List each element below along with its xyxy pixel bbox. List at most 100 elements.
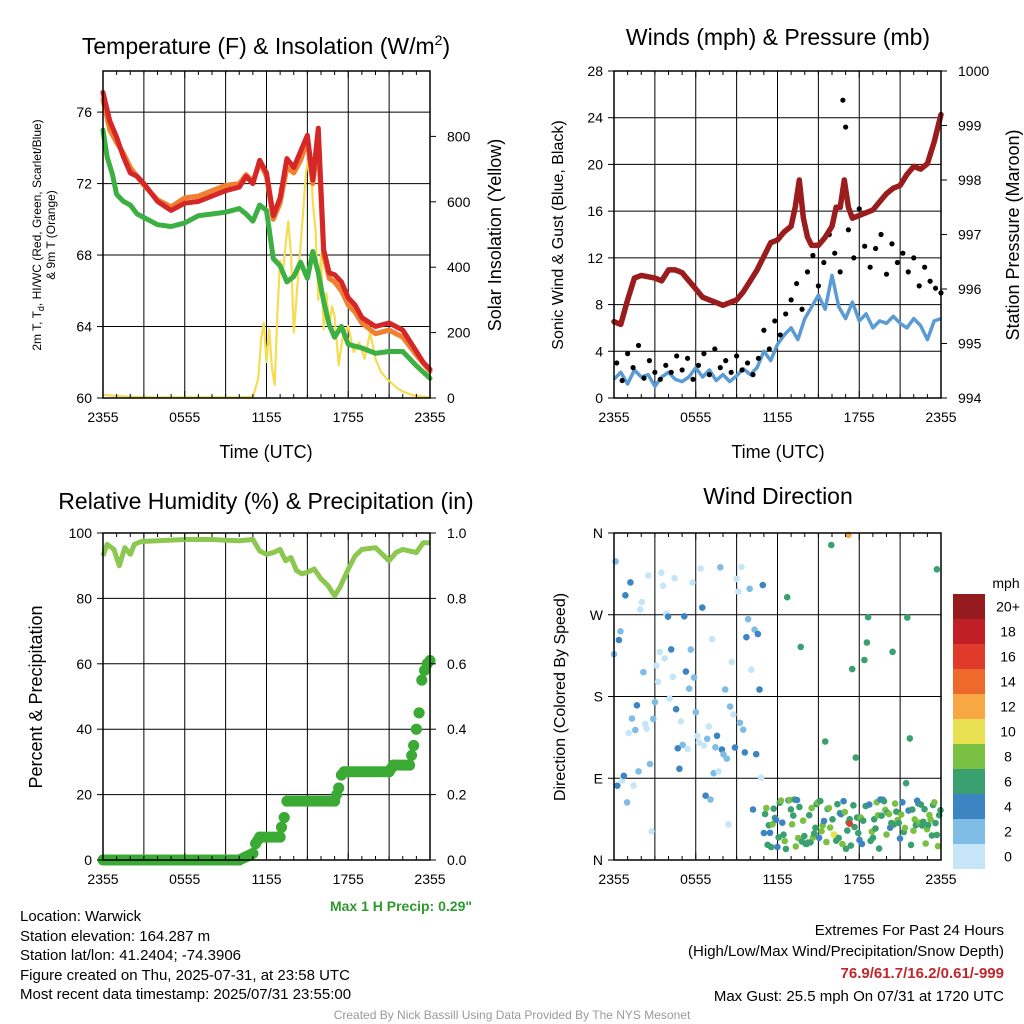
direction-point: [787, 806, 795, 813]
extremes-values: 76.9/61.7/16.2/0.61/-999: [841, 965, 1004, 982]
direction-point: [878, 812, 885, 819]
y-tick-label: 64: [76, 319, 92, 335]
y-tick-label: 72: [76, 176, 92, 192]
temperature-left-ylabel-line2: & 9m T (Orange): [44, 190, 58, 280]
gust-point: [734, 353, 740, 359]
direction-point: [620, 772, 628, 780]
direction-point: [646, 760, 654, 768]
gust-point: [837, 269, 843, 275]
direction-point: [797, 643, 804, 651]
y2-tick-label: 997: [958, 227, 982, 243]
x-tick-label: 1155: [762, 871, 792, 887]
direction-point: [788, 821, 796, 828]
colorbar-label: 16: [1000, 649, 1016, 665]
recent-timestamp: Most recent data timestamp: 2025/07/31 2…: [20, 986, 352, 1003]
direction-point: [934, 842, 942, 850]
direction-point: [823, 838, 830, 846]
direction-point: [775, 834, 782, 841]
direction-point: [917, 801, 925, 808]
gust-point: [927, 278, 933, 284]
precip-point: [408, 740, 420, 752]
gust-point: [911, 255, 917, 261]
direction-point: [928, 832, 936, 839]
gust-point: [845, 227, 851, 233]
colorbar-label: 8: [1004, 749, 1012, 765]
direction-point: [906, 735, 914, 742]
direction-point: [682, 668, 690, 675]
extremes-subtitle: (High/Low/Max Wind/Precipitation/Snow De…: [688, 943, 1004, 960]
direction-point: [748, 666, 755, 673]
y2-tick-label: 600: [447, 194, 471, 210]
direction-point: [643, 725, 650, 732]
direction-point: [921, 805, 928, 813]
gust-point: [922, 264, 928, 270]
temperature-title: Temperature (F) & Insolation (W/m2): [82, 32, 450, 59]
gust-point: [706, 372, 712, 378]
direction-point: [669, 673, 677, 681]
temperature-right-ylabel: Solar Insolation (Yellow): [485, 139, 505, 331]
station-info: Location: Warwick Station elevation: 164…: [20, 907, 351, 1005]
direction-point: [901, 824, 909, 832]
colorbar-label: 18: [1000, 624, 1016, 640]
x-tick-label: 2355: [925, 409, 956, 425]
y-tick-label: 16: [587, 203, 603, 219]
gust-point: [821, 259, 827, 266]
direction-point: [793, 796, 801, 804]
colorbar-swatch: [953, 669, 985, 694]
y2-tick-label: 1.0: [447, 525, 467, 541]
colorbar-label: 6: [1004, 774, 1012, 790]
direction-point: [645, 572, 652, 579]
direction-point: [889, 648, 896, 656]
direction-point: [846, 820, 853, 827]
direction-point: [760, 829, 768, 837]
direction-point: [835, 834, 842, 842]
direction-point: [705, 723, 713, 730]
direction-point: [723, 755, 731, 762]
direction-point: [656, 648, 664, 656]
direction-point: [739, 726, 747, 733]
y-tick-label: 20: [587, 156, 603, 172]
direction-point: [780, 831, 787, 838]
direction-panel: Wind Direction 2355 0555 1155 1755 2355 N E S W N…: [552, 483, 1020, 887]
gust-point: [663, 362, 669, 368]
direction-point: [671, 574, 678, 582]
y-tick-label: N: [593, 525, 603, 541]
humidity-title: Relative Humidity (%) & Precipitation (i…: [58, 488, 473, 514]
direction-point: [749, 806, 757, 813]
direction-point: [681, 613, 688, 620]
y2-tick-label: 0.0: [447, 852, 467, 868]
gust-point: [862, 243, 868, 249]
dewpoint-line: [100, 127, 433, 381]
gust-point: [614, 360, 620, 366]
direction-point: [863, 639, 871, 646]
y2-tick-label: 994: [958, 390, 982, 406]
direction-point: [880, 797, 888, 805]
y-tick-label: 100: [69, 525, 93, 541]
x-tick-label: 1755: [844, 409, 875, 425]
direction-point: [733, 575, 740, 583]
precip-point: [406, 749, 418, 761]
direction-point: [790, 812, 797, 819]
colorbar-swatch: [953, 819, 985, 844]
y-tick-label: 20: [76, 787, 92, 803]
y2-tick-label: 995: [958, 336, 982, 352]
gust-point: [646, 358, 653, 364]
direction-point: [636, 606, 644, 613]
winds-title: Winds (mph) & Pressure (mb): [626, 24, 930, 50]
y2-tick-label: 0.8: [447, 590, 467, 606]
y-tick-label: 60: [76, 390, 92, 406]
direction-point: [738, 563, 745, 571]
direction-point: [927, 816, 934, 823]
direction-point: [924, 821, 932, 829]
colorbar-label: 10: [1000, 724, 1016, 740]
direction-point: [695, 739, 703, 746]
gust-point: [679, 367, 685, 373]
direction-point: [632, 726, 639, 734]
credit-text: Created By Nick Bassill Using Data Provi…: [334, 1008, 691, 1022]
gust-point: [867, 264, 873, 270]
x-tick-label: 2355: [87, 409, 118, 425]
direction-point: [799, 817, 807, 824]
y2-tick-label: 800: [447, 128, 471, 144]
gust-point: [668, 369, 674, 375]
gust-point: [728, 369, 734, 375]
